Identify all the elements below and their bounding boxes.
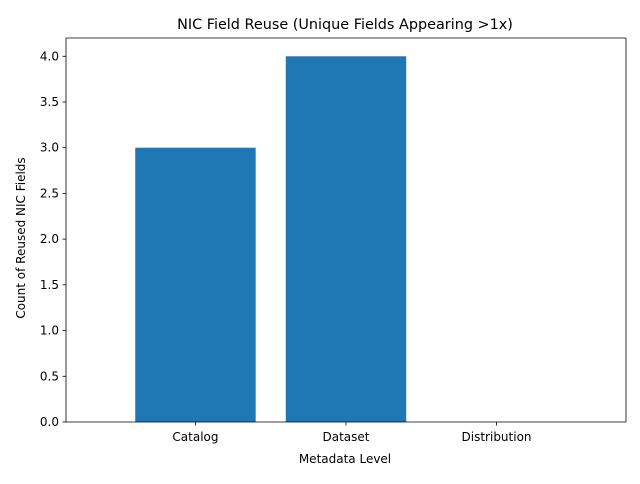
y-axis-label: Count of Reused NIC Fields: [14, 157, 28, 318]
axes-layer: [65, 37, 627, 423]
y-tick-label: 2.0: [40, 232, 59, 246]
ticks-layer: Catalog Dataset Distribution 0.0 0.5 1.0 1.5 2.…: [40, 49, 532, 444]
bar-catalog: [135, 147, 256, 422]
bar-dataset: [285, 56, 407, 423]
x-tick-label-distribution: Distribution: [462, 430, 532, 444]
y-tick-label: 3.0: [40, 141, 59, 155]
y-tick-label: 3.5: [40, 95, 59, 109]
x-tick-label-dataset: Dataset: [323, 430, 370, 444]
y-tick-label: 0.5: [40, 369, 59, 383]
y-tick-label: 0.0: [40, 415, 59, 429]
y-tick-label: 4.0: [40, 49, 59, 63]
y-tick-label: 1.5: [40, 278, 59, 292]
x-tick-label-catalog: Catalog: [172, 430, 218, 444]
chart-title: NIC Field Reuse (Unique Fields Appearing…: [177, 17, 513, 33]
x-axis-label: Metadata Level: [299, 452, 391, 466]
y-tick-label: 1.0: [40, 324, 59, 338]
bars-layer: [135, 56, 407, 423]
y-tick-label: 2.5: [40, 186, 59, 200]
